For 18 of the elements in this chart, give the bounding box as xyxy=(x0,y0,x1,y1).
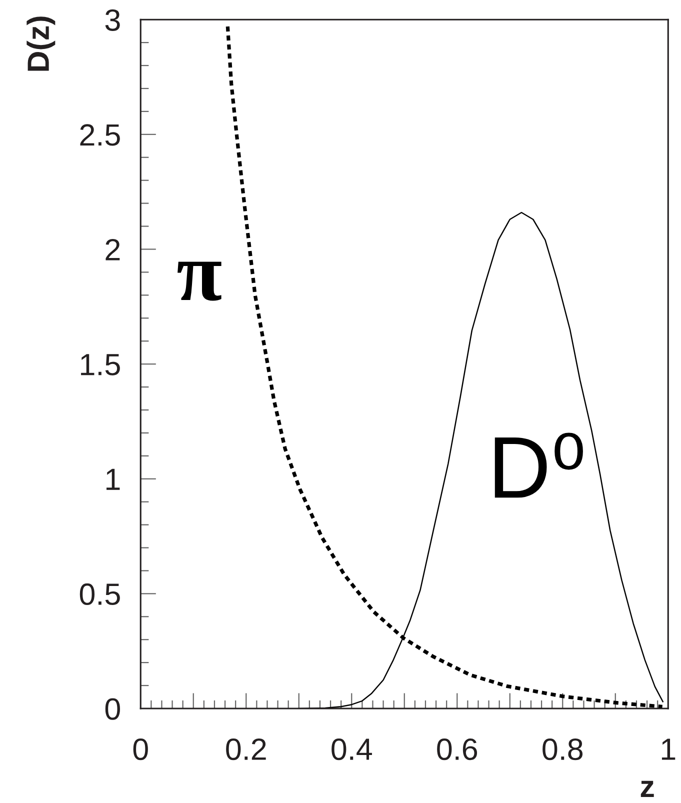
x-axis-title: z xyxy=(640,780,654,797)
x-tick-label: 0.8 xyxy=(542,738,583,760)
y-tick-label: 0 xyxy=(105,698,120,720)
series-label: D⁰ xyxy=(494,432,583,498)
series-label: π xyxy=(178,262,222,301)
y-tick-label: 1 xyxy=(106,468,120,490)
line-series xyxy=(226,24,664,708)
y-tick-label: 2 xyxy=(106,238,120,260)
x-tick-label: 0.6 xyxy=(437,738,478,760)
x-tick-label: 1 xyxy=(662,738,676,760)
x-tick-label: 0.2 xyxy=(226,738,266,760)
y-axis-title: D(z) xyxy=(26,16,56,71)
x-tick-label: 0 xyxy=(133,738,148,760)
x-tick-label: 0.4 xyxy=(332,738,372,760)
y-tick-label: 3 xyxy=(105,9,120,31)
y-tick-label: 1.5 xyxy=(81,354,120,376)
y-tick-label: 0.5 xyxy=(80,583,120,606)
y-tick-label: 2.5 xyxy=(80,124,120,146)
